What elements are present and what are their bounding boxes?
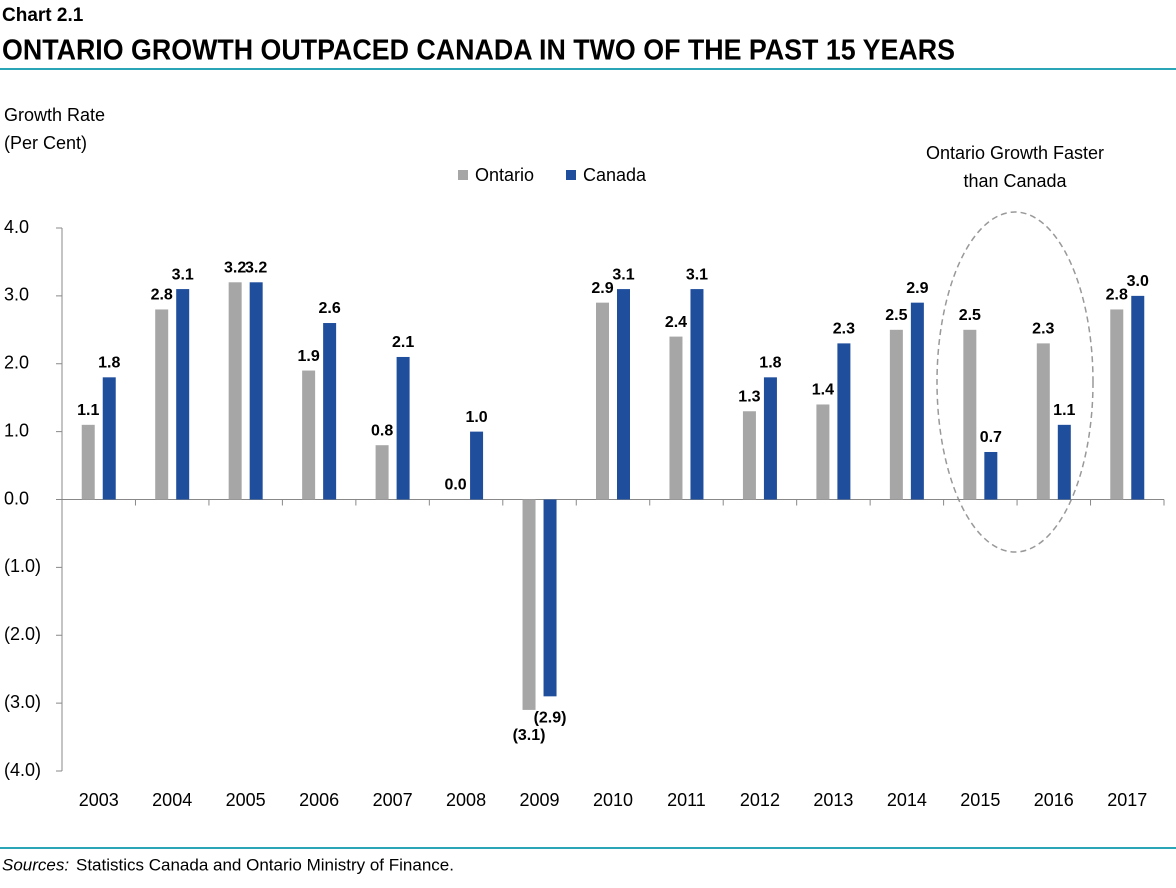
y-tick-label: (4.0) <box>4 760 41 780</box>
value-label: 2.5 <box>959 307 981 324</box>
bar <box>963 329 977 500</box>
y-tick-label: 3.0 <box>4 285 29 305</box>
bar <box>228 282 242 500</box>
source-label: Sources: <box>2 855 69 874</box>
chart-title: ONTARIO GROWTH OUTPACED CANADA IN TWO OF… <box>2 35 955 67</box>
bar <box>470 431 484 500</box>
x-tick-label: 2012 <box>740 790 780 810</box>
x-tick-label: 2005 <box>226 790 266 810</box>
chart-kicker: Chart 2.1 <box>2 5 84 26</box>
value-label: 3.1 <box>686 266 708 283</box>
highlight-ellipse <box>936 211 1094 553</box>
bar <box>155 309 169 500</box>
value-label: 2.6 <box>319 300 341 317</box>
value-label: 2.9 <box>591 280 613 297</box>
value-label: 0.8 <box>371 422 393 439</box>
bar <box>176 289 190 500</box>
value-label: 1.8 <box>98 355 120 372</box>
bar <box>1057 424 1071 500</box>
value-label: 1.1 <box>77 402 99 419</box>
source-text: Statistics Canada and Ontario Ministry o… <box>76 855 454 874</box>
x-tick-label: 2009 <box>520 790 560 810</box>
value-label: 1.1 <box>1053 402 1075 419</box>
bar <box>323 323 337 500</box>
value-label: 0.0 <box>444 477 466 494</box>
x-tick-label: 2003 <box>79 790 119 810</box>
bar <box>742 411 756 500</box>
bar <box>522 499 536 710</box>
x-tick-label: 2010 <box>593 790 633 810</box>
bar <box>249 282 263 500</box>
value-label: 2.4 <box>665 314 687 331</box>
value-label: 2.9 <box>906 280 928 297</box>
x-tick-label: 2011 <box>667 790 706 810</box>
y-axis-label: Growth Rate <box>4 105 105 125</box>
bar <box>837 343 851 500</box>
y-tick-label: 4.0 <box>4 217 29 237</box>
bar <box>375 445 389 500</box>
bar <box>889 329 903 500</box>
x-tick-label: 2014 <box>887 790 927 810</box>
bar <box>102 377 116 500</box>
bar <box>543 499 557 697</box>
bar <box>1110 309 1124 500</box>
x-tick-label: 2004 <box>152 790 192 810</box>
value-label: 3.0 <box>1127 273 1149 290</box>
bar <box>984 451 998 500</box>
y-tick-label: (2.0) <box>4 624 41 644</box>
value-label: 3.1 <box>612 266 634 283</box>
value-label: 0.7 <box>980 429 1002 446</box>
x-tick-label: 2006 <box>299 790 339 810</box>
bar <box>1131 295 1145 500</box>
value-label: 2.3 <box>833 321 855 338</box>
bar <box>669 336 683 500</box>
value-label: 1.9 <box>298 348 320 365</box>
y-tick-label: (3.0) <box>4 692 41 712</box>
value-label: 2.5 <box>885 307 907 324</box>
x-tick-label: 2017 <box>1107 790 1147 810</box>
value-label: 1.0 <box>465 409 487 426</box>
legend-swatch <box>566 170 576 180</box>
y-tick-label: 1.0 <box>4 420 29 440</box>
value-label: 3.1 <box>172 266 194 283</box>
value-label: 2.1 <box>392 334 414 351</box>
x-tick-label: 2013 <box>813 790 853 810</box>
value-label: 1.3 <box>738 388 760 405</box>
bar <box>816 404 830 500</box>
y-tick-label: (1.0) <box>4 556 41 576</box>
value-label: 3.2 <box>245 260 267 277</box>
value-label: 1.8 <box>759 355 781 372</box>
x-tick-label: 2007 <box>373 790 413 810</box>
x-tick-label: 2015 <box>960 790 1000 810</box>
y-tick-label: 2.0 <box>4 353 29 373</box>
bar <box>1036 343 1050 500</box>
bar <box>690 289 704 500</box>
value-label: 2.8 <box>151 287 173 304</box>
value-label: 2.8 <box>1106 287 1128 304</box>
legend-label: Ontario <box>475 165 534 185</box>
annotation: Ontario Growth Faster <box>926 143 1104 163</box>
annotation: than Canada <box>963 171 1067 191</box>
value-label: 2.3 <box>1032 321 1054 338</box>
bar <box>81 424 95 500</box>
bar <box>910 302 924 500</box>
bar <box>396 356 410 500</box>
bar <box>617 289 630 500</box>
value-label: (2.9) <box>534 710 567 727</box>
y-tick-label: 0.0 <box>4 488 29 508</box>
bar <box>596 302 609 500</box>
y-axis-label: (Per Cent) <box>4 133 87 153</box>
x-tick-label: 2016 <box>1034 790 1074 810</box>
value-label: (3.1) <box>513 727 546 744</box>
x-tick-label: 2008 <box>446 790 486 810</box>
bar <box>763 377 777 500</box>
value-label: 3.2 <box>224 260 246 277</box>
bar <box>302 370 316 500</box>
value-label: 1.4 <box>812 382 834 399</box>
legend-label: Canada <box>583 165 647 185</box>
legend-swatch <box>458 170 468 180</box>
